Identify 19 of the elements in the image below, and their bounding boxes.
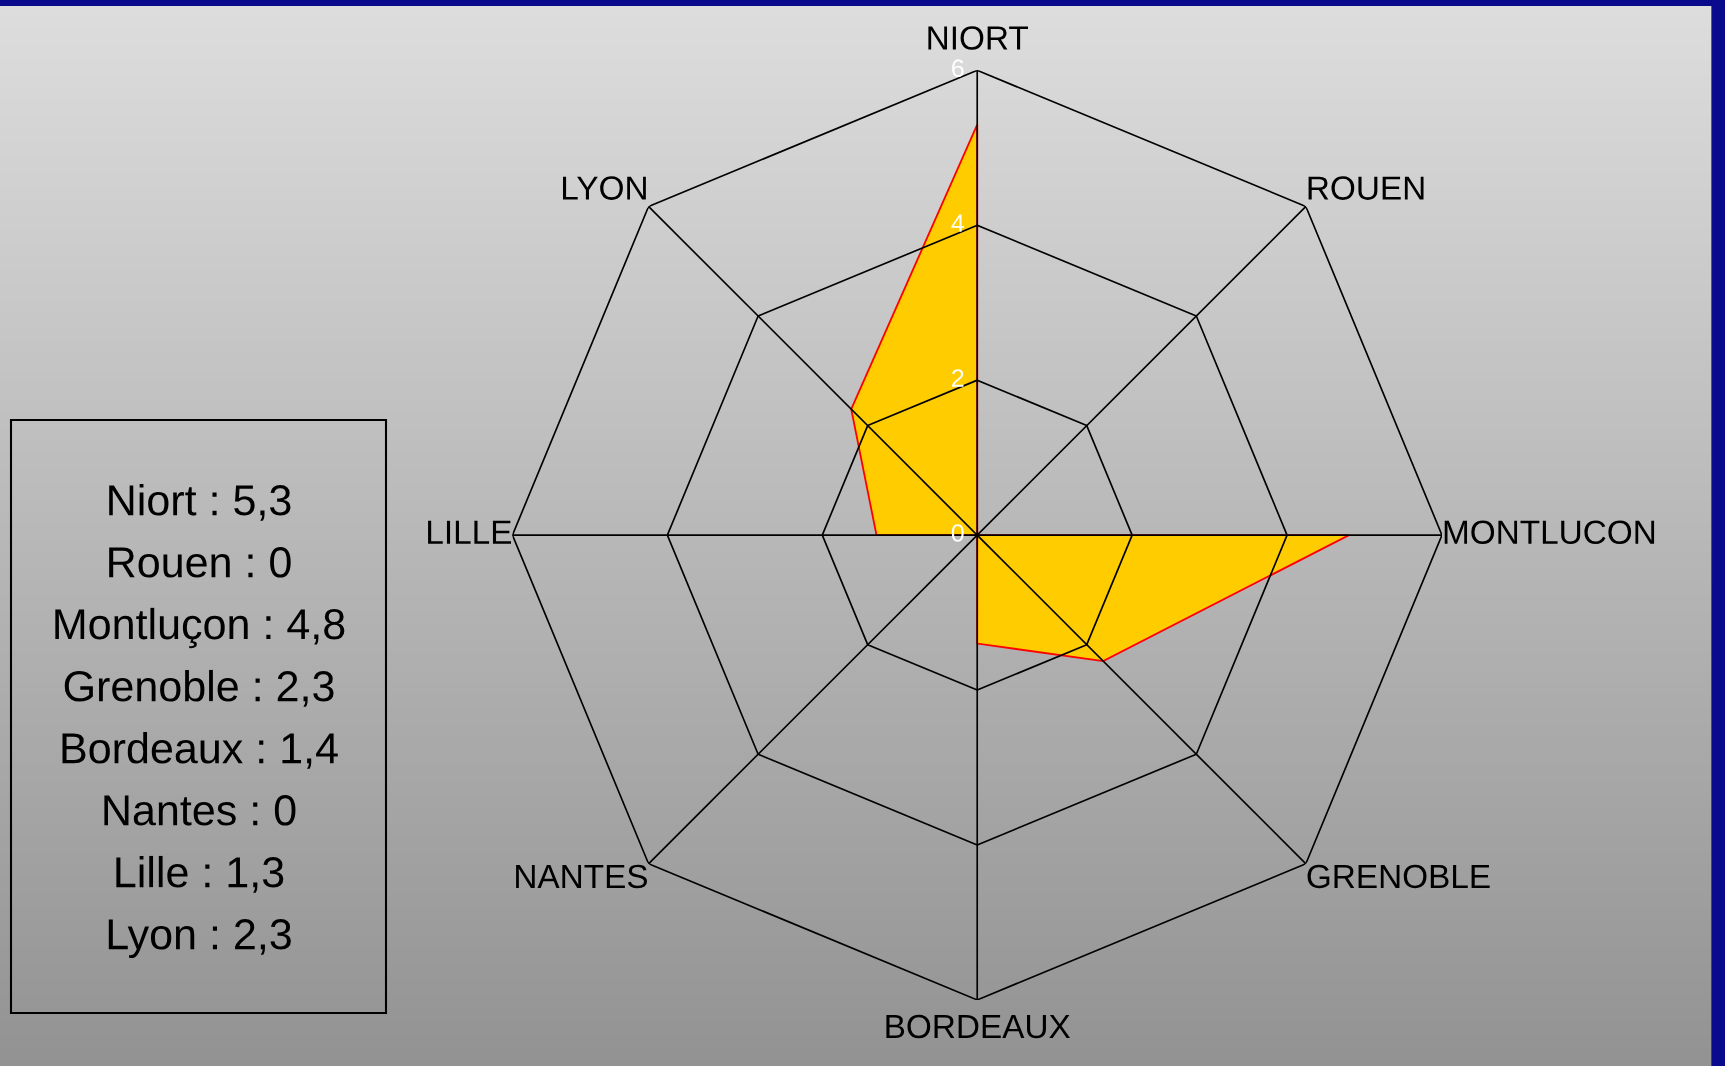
spoke-label: NANTES (516, 864, 648, 889)
spoke-label: ROUEN (1308, 176, 1424, 200)
spoke-label: LYON (562, 176, 646, 200)
text: Rouen : 0 (109, 547, 291, 578)
spoke-label: MONTLUCON (1444, 520, 1655, 545)
text: Nantes : 0 (104, 795, 296, 826)
text: Lyon : 2,3 (108, 919, 291, 959)
text: Grenoble : 2,3 (64, 669, 334, 707)
text: Lille : 1,3 (116, 855, 284, 893)
y-tick-label: 6 (952, 59, 964, 78)
text: Bordeaux : 1,4 (62, 731, 338, 769)
spoke-label: GRENOBLE (1307, 864, 1490, 889)
text: Montluçon : 4,8 (55, 607, 345, 649)
y-tick-label: 2 (952, 369, 964, 387)
text: Niort : 5,3 (109, 483, 291, 521)
spoke-label: LILLE (428, 520, 512, 544)
y-tick-label: 4 (951, 214, 964, 232)
spoke-label: NIORT (928, 26, 1029, 50)
spoke-label: BORDEAUX (886, 1014, 1071, 1039)
